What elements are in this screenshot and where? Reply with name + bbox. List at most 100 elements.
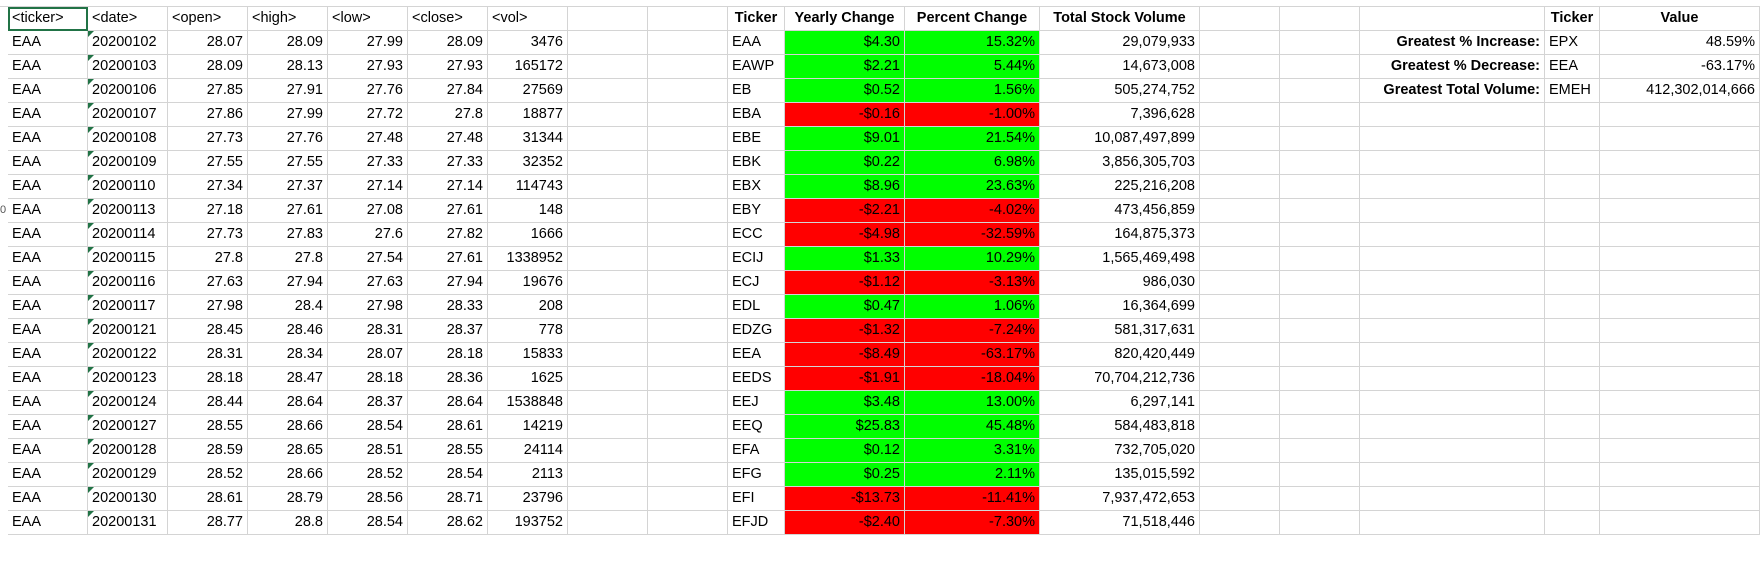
raw-data-cell[interactable]: EAA	[8, 511, 88, 535]
empty-cell[interactable]	[648, 343, 728, 367]
summary-ticker-cell[interactable]: EB	[728, 79, 785, 103]
empty-cell[interactable]	[648, 103, 728, 127]
raw-data-cell[interactable]: 27.48	[408, 127, 488, 151]
total-volume-cell[interactable]: 16,364,699	[1040, 295, 1200, 319]
raw-data-cell[interactable]: 27.76	[248, 127, 328, 151]
empty-cell[interactable]	[1600, 223, 1760, 247]
raw-data-cell[interactable]: 1538848	[488, 391, 568, 415]
total-volume-cell[interactable]: 581,317,631	[1040, 319, 1200, 343]
total-volume-cell[interactable]: 7,396,628	[1040, 103, 1200, 127]
row-number[interactable]	[0, 252, 6, 275]
empty-cell[interactable]	[1200, 439, 1280, 463]
total-volume-cell[interactable]: 70,704,212,736	[1040, 367, 1200, 391]
total-volume-cell[interactable]: 71,518,446	[1040, 511, 1200, 535]
empty-cell[interactable]	[568, 511, 648, 535]
raw-data-cell[interactable]: EAA	[8, 319, 88, 343]
percent-change-cell[interactable]: -3.13%	[905, 271, 1040, 295]
raw-data-cell[interactable]: 20200128	[88, 439, 168, 463]
percent-change-cell[interactable]: 1.56%	[905, 79, 1040, 103]
raw-data-cell[interactable]: 27.55	[168, 151, 248, 175]
total-volume-cell[interactable]: 505,274,752	[1040, 79, 1200, 103]
raw-data-cell[interactable]: EAA	[8, 295, 88, 319]
empty-cell[interactable]	[648, 127, 728, 151]
empty-cell[interactable]	[1200, 295, 1280, 319]
raw-header-cell[interactable]: <date>	[88, 7, 168, 31]
empty-cell[interactable]	[648, 295, 728, 319]
empty-cell[interactable]	[1545, 151, 1600, 175]
empty-cell[interactable]	[568, 55, 648, 79]
raw-data-cell[interactable]: 28.66	[248, 415, 328, 439]
raw-data-cell[interactable]: 28.36	[408, 367, 488, 391]
raw-data-cell[interactable]: 27.48	[328, 127, 408, 151]
empty-cell[interactable]	[1360, 151, 1545, 175]
summary-ticker-cell[interactable]: EEQ	[728, 415, 785, 439]
empty-cell[interactable]	[1600, 127, 1760, 151]
empty-cell[interactable]	[1280, 439, 1360, 463]
raw-data-cell[interactable]: 23796	[488, 487, 568, 511]
yearly-change-cell[interactable]: $1.33	[785, 247, 905, 271]
empty-cell[interactable]	[1360, 343, 1545, 367]
empty-cell[interactable]	[1600, 151, 1760, 175]
empty-cell[interactable]	[1545, 127, 1600, 151]
empty-cell[interactable]	[1545, 487, 1600, 511]
empty-cell[interactable]	[1600, 439, 1760, 463]
total-volume-cell[interactable]: 164,875,373	[1040, 223, 1200, 247]
raw-data-cell[interactable]: 27.94	[408, 271, 488, 295]
percent-change-cell[interactable]: -4.02%	[905, 199, 1040, 223]
empty-cell[interactable]	[1600, 511, 1760, 535]
empty-cell[interactable]	[1600, 175, 1760, 199]
raw-data-cell[interactable]: EAA	[8, 439, 88, 463]
summary-ticker-cell[interactable]: EBK	[728, 151, 785, 175]
raw-data-cell[interactable]: 27.99	[328, 31, 408, 55]
raw-data-cell[interactable]: 27.63	[168, 271, 248, 295]
total-volume-cell[interactable]: 473,456,859	[1040, 199, 1200, 223]
raw-data-cell[interactable]: 20200127	[88, 415, 168, 439]
empty-cell[interactable]	[1280, 487, 1360, 511]
raw-data-cell[interactable]: 3476	[488, 31, 568, 55]
empty-cell[interactable]	[1280, 295, 1360, 319]
raw-data-cell[interactable]: 28.09	[248, 31, 328, 55]
raw-data-cell[interactable]: EAA	[8, 199, 88, 223]
raw-data-cell[interactable]: 2113	[488, 463, 568, 487]
empty-cell[interactable]	[648, 175, 728, 199]
row-number[interactable]	[0, 516, 6, 539]
empty-cell[interactable]	[1200, 7, 1280, 31]
raw-data-cell[interactable]: 28.18	[408, 343, 488, 367]
raw-header-cell[interactable]: <open>	[168, 7, 248, 31]
empty-cell[interactable]	[1360, 463, 1545, 487]
row-number[interactable]	[0, 468, 6, 491]
raw-data-cell[interactable]: 28.07	[328, 343, 408, 367]
empty-cell[interactable]	[568, 487, 648, 511]
empty-cell[interactable]	[648, 199, 728, 223]
greatest-value-cell[interactable]: 48.59%	[1600, 31, 1760, 55]
empty-cell[interactable]	[1200, 55, 1280, 79]
raw-data-cell[interactable]: 20200129	[88, 463, 168, 487]
total-volume-cell[interactable]: 584,483,818	[1040, 415, 1200, 439]
empty-cell[interactable]	[568, 463, 648, 487]
raw-data-cell[interactable]: 27.54	[328, 247, 408, 271]
raw-data-cell[interactable]: 28.37	[328, 391, 408, 415]
raw-data-cell[interactable]: 28.34	[248, 343, 328, 367]
row-number[interactable]	[0, 228, 6, 251]
raw-data-cell[interactable]: 24114	[488, 439, 568, 463]
empty-cell[interactable]	[1545, 391, 1600, 415]
raw-data-cell[interactable]: EAA	[8, 367, 88, 391]
yearly-change-cell[interactable]: $25.83	[785, 415, 905, 439]
raw-data-cell[interactable]: EAA	[8, 271, 88, 295]
empty-cell[interactable]	[1600, 247, 1760, 271]
raw-data-cell[interactable]: EAA	[8, 79, 88, 103]
row-number[interactable]: 0	[0, 204, 6, 216]
raw-data-cell[interactable]: 27.6	[328, 223, 408, 247]
empty-cell[interactable]	[1280, 463, 1360, 487]
raw-data-cell[interactable]: 20200121	[88, 319, 168, 343]
empty-cell[interactable]	[568, 439, 648, 463]
raw-data-cell[interactable]: 32352	[488, 151, 568, 175]
raw-data-cell[interactable]: 28.31	[328, 319, 408, 343]
raw-data-cell[interactable]: 20200123	[88, 367, 168, 391]
raw-data-cell[interactable]: EAA	[8, 175, 88, 199]
yearly-change-cell[interactable]: $8.96	[785, 175, 905, 199]
empty-cell[interactable]	[568, 127, 648, 151]
raw-data-cell[interactable]: 27569	[488, 79, 568, 103]
empty-cell[interactable]	[1360, 415, 1545, 439]
empty-cell[interactable]	[1545, 103, 1600, 127]
